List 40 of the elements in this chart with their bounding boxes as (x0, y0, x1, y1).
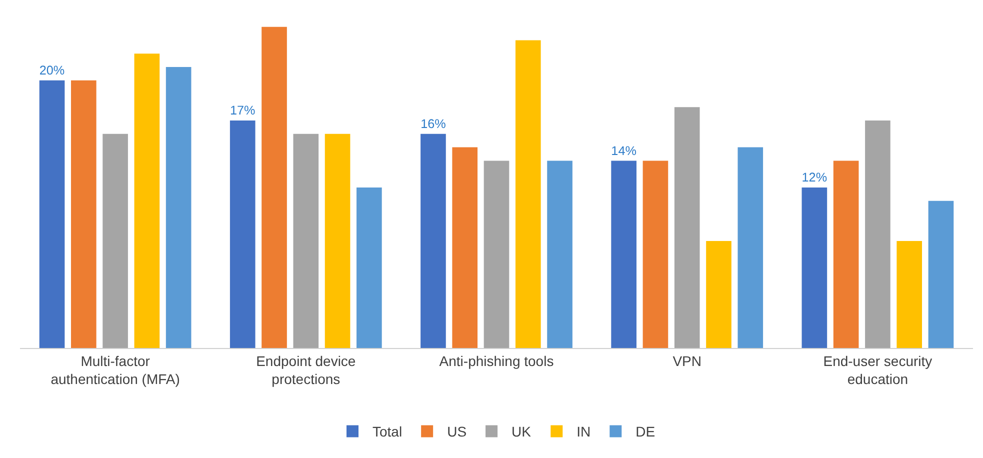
legend-label: IN (576, 424, 591, 440)
x-tick-label: End-user security education (823, 352, 932, 387)
bar (134, 54, 160, 348)
bar (706, 240, 732, 348)
x-tick-label: Multi-factor authentication (MFA) (50, 352, 180, 387)
bar (865, 120, 890, 348)
bar (262, 26, 287, 348)
data-label: 12% (802, 170, 828, 185)
bar (484, 160, 510, 348)
x-tick-label: VPN (672, 352, 702, 369)
bar (642, 160, 668, 348)
bar (230, 120, 256, 348)
bar (738, 147, 764, 348)
bar (674, 107, 700, 348)
bar (293, 134, 319, 348)
bar (39, 80, 65, 348)
legend-label: UK (512, 424, 532, 440)
data-label: 17% (230, 104, 256, 118)
legend-label: Total (372, 424, 402, 440)
bar (515, 40, 541, 348)
data-label: 14% (611, 144, 636, 158)
legend-label: US (447, 424, 467, 440)
bar (802, 187, 828, 348)
legend-label: DE (636, 424, 656, 440)
bar (71, 80, 96, 348)
bar (928, 200, 954, 348)
bar (833, 160, 859, 348)
bar (324, 134, 350, 348)
bar (896, 240, 922, 348)
x-tick-label: Anti-phishing tools (439, 352, 554, 369)
bar (611, 160, 636, 348)
data-label: 16% (420, 117, 446, 132)
data-label: 20% (39, 64, 65, 78)
bar (102, 134, 128, 348)
x-tick-label: Endpoint device protections (256, 352, 356, 387)
bar (452, 147, 478, 348)
bar (166, 67, 192, 348)
bar (356, 187, 382, 348)
bar (547, 160, 572, 348)
bar (420, 134, 446, 348)
